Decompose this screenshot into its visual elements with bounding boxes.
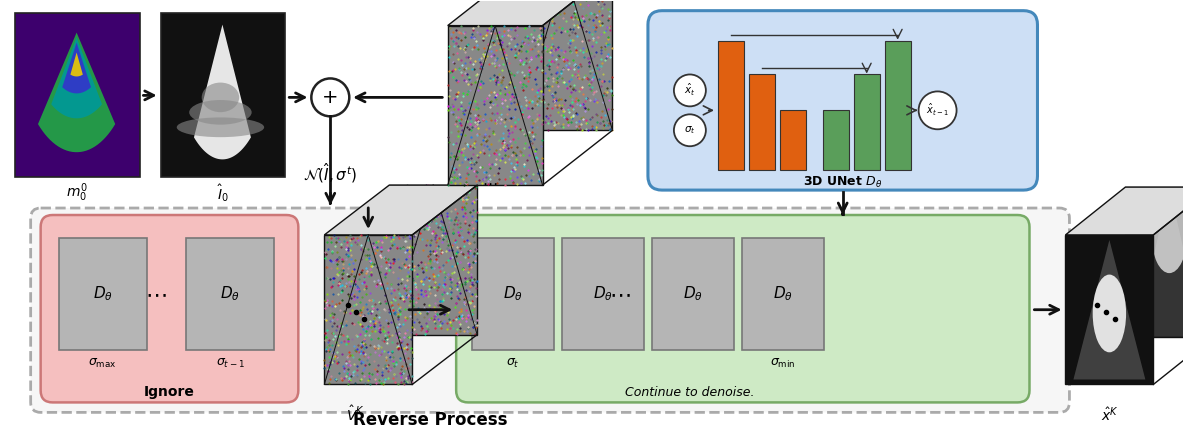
- Text: $D_\theta$: $D_\theta$: [593, 284, 613, 303]
- Polygon shape: [38, 32, 115, 152]
- Text: $\hat{V}^K$: $\hat{V}^K$: [346, 405, 365, 424]
- Circle shape: [919, 92, 957, 129]
- Bar: [748, 74, 774, 170]
- Bar: [742, 238, 824, 350]
- Bar: [59, 238, 147, 350]
- Polygon shape: [324, 235, 412, 385]
- Bar: [472, 238, 554, 350]
- Bar: [823, 110, 849, 170]
- FancyBboxPatch shape: [648, 11, 1037, 190]
- Ellipse shape: [176, 117, 264, 137]
- Ellipse shape: [189, 100, 252, 125]
- Bar: [562, 238, 644, 350]
- FancyBboxPatch shape: [40, 215, 298, 403]
- Polygon shape: [517, 0, 612, 130]
- Ellipse shape: [1152, 198, 1184, 273]
- Text: $\sigma_{t-1}$: $\sigma_{t-1}$: [215, 357, 245, 370]
- Polygon shape: [1135, 187, 1184, 337]
- FancyBboxPatch shape: [456, 215, 1029, 403]
- Circle shape: [674, 114, 706, 146]
- Text: $\hat{x}_t$: $\hat{x}_t$: [684, 82, 696, 99]
- Polygon shape: [1066, 187, 1184, 235]
- Text: $\cdots$: $\cdots$: [482, 175, 497, 190]
- Polygon shape: [70, 53, 83, 77]
- Text: $\hat{x}_{t-1}$: $\hat{x}_{t-1}$: [926, 102, 950, 118]
- Polygon shape: [1074, 240, 1145, 379]
- Text: $\sigma_{\mathrm{max}}$: $\sigma_{\mathrm{max}}$: [89, 357, 117, 370]
- Polygon shape: [448, 25, 542, 185]
- Text: $\sigma_{\mathrm{min}}$: $\sigma_{\mathrm{min}}$: [770, 357, 796, 370]
- Text: $m_0^0$: $m_0^0$: [66, 182, 88, 205]
- Polygon shape: [1066, 235, 1153, 385]
- Polygon shape: [51, 38, 102, 118]
- Text: $\sigma_t$: $\sigma_t$: [684, 124, 696, 136]
- Polygon shape: [194, 25, 251, 159]
- Text: $D_\theta$: $D_\theta$: [220, 284, 240, 303]
- FancyBboxPatch shape: [31, 208, 1069, 413]
- Text: $\hat{x}^K$: $\hat{x}^K$: [1100, 406, 1118, 424]
- Text: $\cdots$: $\cdots$: [144, 284, 167, 304]
- Text: +: +: [322, 88, 339, 107]
- Bar: [186, 238, 275, 350]
- Polygon shape: [324, 185, 477, 235]
- Bar: [652, 238, 734, 350]
- Ellipse shape: [1093, 275, 1126, 352]
- Circle shape: [674, 74, 706, 106]
- Text: $D_\theta$: $D_\theta$: [773, 284, 793, 303]
- Text: Ignore: Ignore: [144, 385, 195, 399]
- Polygon shape: [390, 185, 477, 335]
- Polygon shape: [448, 0, 612, 25]
- Bar: [884, 41, 910, 170]
- Text: $D_\theta$: $D_\theta$: [503, 284, 523, 303]
- Circle shape: [311, 78, 349, 117]
- Text: $\hat{I}_0$: $\hat{I}_0$: [217, 182, 229, 204]
- Text: $\mathcal{N}(\hat{I}, \sigma^t)$: $\mathcal{N}(\hat{I}, \sigma^t)$: [303, 161, 358, 185]
- Text: $\cdots$: $\cdots$: [609, 284, 631, 304]
- Polygon shape: [1125, 187, 1184, 337]
- Text: $D_\theta$: $D_\theta$: [683, 284, 703, 303]
- Text: Continue to denoise.: Continue to denoise.: [625, 386, 754, 399]
- Text: $\sigma_{t}$: $\sigma_{t}$: [507, 357, 520, 370]
- Bar: [780, 110, 806, 170]
- Bar: [854, 74, 880, 170]
- Ellipse shape: [201, 83, 239, 112]
- Text: $D_\theta$: $D_\theta$: [92, 284, 112, 303]
- Text: 3D UNet $D_\theta$: 3D UNet $D_\theta$: [803, 175, 882, 190]
- Bar: [14, 13, 140, 177]
- Text: Reverse Process: Reverse Process: [353, 411, 508, 429]
- Bar: [161, 13, 285, 177]
- Polygon shape: [63, 42, 91, 93]
- Bar: [718, 41, 744, 170]
